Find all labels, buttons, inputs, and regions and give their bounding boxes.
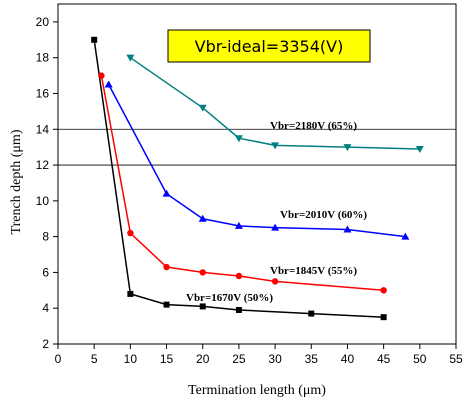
data-point — [163, 301, 170, 308]
y-tick-label: 16 — [36, 86, 50, 100]
series-label: Vbr=1845V (55%) — [270, 265, 357, 277]
x-tick-label: 50 — [413, 352, 427, 366]
y-tick-label: 12 — [36, 158, 50, 172]
data-point — [199, 269, 206, 276]
data-point — [271, 223, 280, 231]
data-point — [308, 310, 315, 317]
series-layer — [91, 36, 424, 321]
plot-area — [57, 3, 457, 345]
series-line — [100, 75, 384, 292]
x-tick-label: 20 — [196, 352, 210, 366]
data-point — [343, 225, 352, 233]
data-point — [127, 290, 134, 297]
y-tick-label: 10 — [36, 194, 50, 208]
y-tick-label: 8 — [42, 230, 49, 244]
y-tick-label: 6 — [42, 265, 49, 279]
data-point — [235, 272, 243, 280]
data-point — [198, 104, 207, 112]
data-point — [199, 303, 206, 310]
annotation-box — [167, 29, 371, 63]
data-point — [104, 80, 113, 88]
data-point — [234, 221, 243, 229]
data-point — [163, 263, 170, 271]
data-point — [380, 314, 387, 321]
data-point — [235, 307, 242, 313]
plot-frame — [57, 3, 457, 345]
series-label: Vbr=2180V (65%) — [270, 120, 357, 132]
x-tick-label: 30 — [268, 352, 282, 366]
x-tick-label: 55 — [449, 352, 463, 366]
series-label: Vbr=2010V (60%) — [280, 209, 367, 221]
x-tick-label: 25 — [232, 352, 246, 366]
data-point — [380, 287, 387, 294]
data-point — [126, 54, 135, 62]
y-axis-ticks: 2 4 6 8 10 12 14 16 18 20 — [36, 15, 58, 351]
x-tick-label: 0 — [55, 352, 62, 366]
series-label: Vbr=1670V (50%) — [186, 292, 273, 304]
series-line — [129, 57, 420, 150]
x-tick-label: 10 — [124, 352, 138, 366]
y-axis-title: Trench depth (μm) — [9, 129, 24, 234]
reference-lines — [58, 128, 456, 166]
series-labels: Vbr=1670V (50%) Vbr=1845V (55%) Vbr=2010V … — [186, 120, 367, 304]
data-point — [415, 145, 424, 153]
x-axis-title: Termination length (μm) — [188, 383, 326, 398]
x-tick-label: 15 — [160, 352, 174, 366]
x-tick-label: 35 — [305, 352, 319, 366]
data-point — [234, 135, 243, 143]
data-point — [271, 278, 279, 285]
data-point — [198, 214, 207, 222]
x-axis-ticks: 0 5 10 15 20 25 30 35 40 45 50 55 — [55, 344, 463, 366]
data-point — [401, 232, 410, 240]
annotation-text: Vbr-ideal=3354(V) — [195, 37, 344, 56]
y-tick-label: 4 — [42, 301, 49, 315]
data-point — [343, 144, 352, 152]
data-point — [91, 36, 98, 43]
annotation-banner: Vbr-ideal=3354(V) — [167, 29, 371, 63]
y-tick-label: 20 — [36, 15, 50, 29]
data-point — [127, 229, 134, 237]
y-tick-label: 18 — [36, 51, 50, 65]
x-tick-label: 40 — [341, 352, 355, 366]
x-tick-label: 5 — [91, 352, 98, 366]
data-point — [162, 189, 171, 197]
y-tick-label: 14 — [36, 122, 50, 136]
y-tick-label: 2 — [42, 337, 49, 351]
data-point — [98, 72, 105, 79]
data-point — [271, 142, 280, 150]
x-tick-label: 45 — [377, 352, 391, 366]
